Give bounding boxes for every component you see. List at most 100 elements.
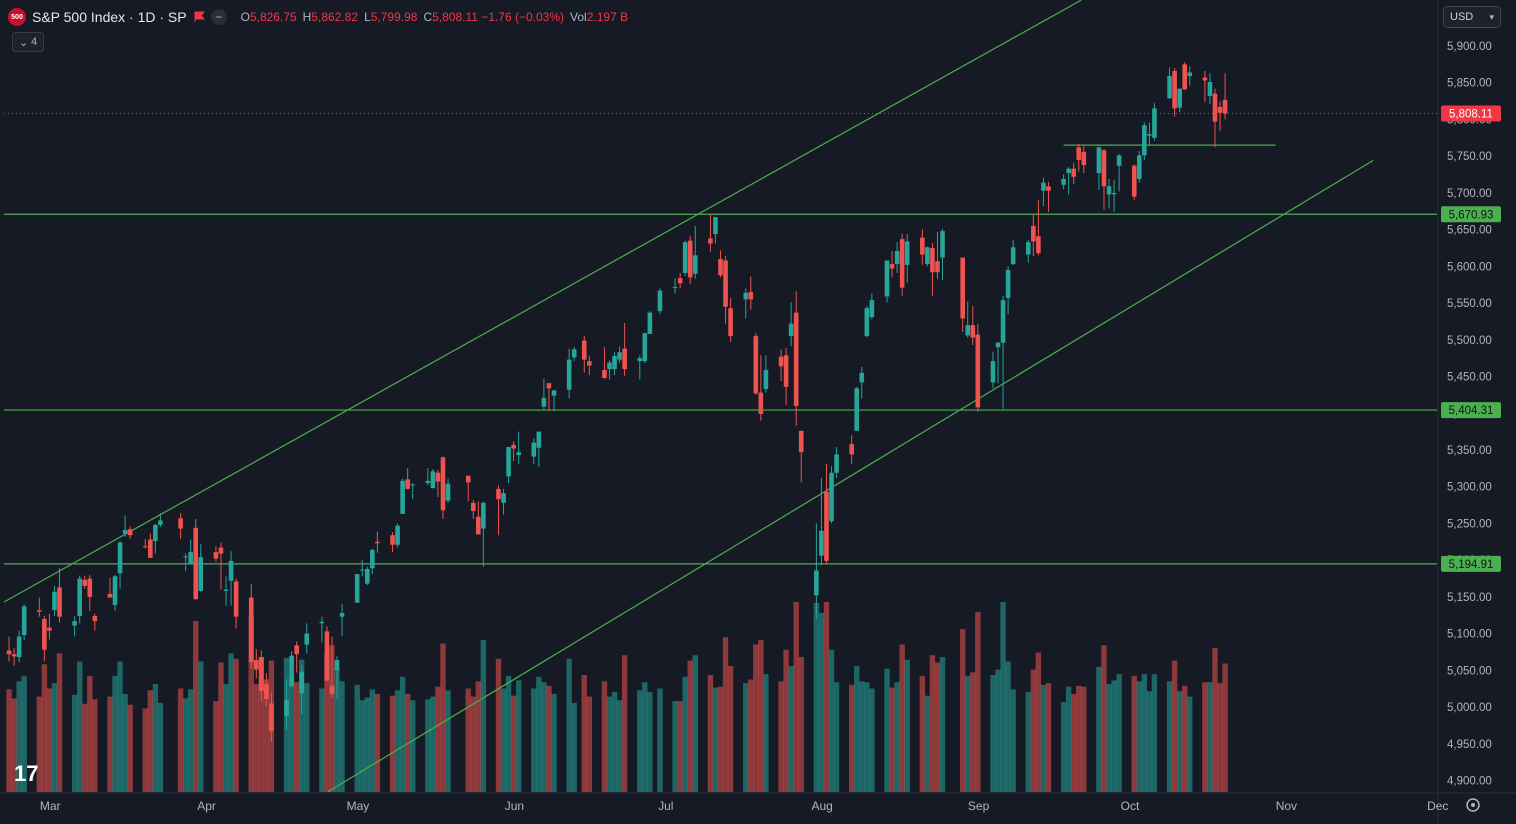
price-axis-label: 5,900.00 xyxy=(1447,41,1492,53)
candle-body xyxy=(435,472,441,482)
candle-body xyxy=(687,240,693,278)
volume-bar xyxy=(1166,681,1173,792)
level-price-tag-bg xyxy=(1441,555,1501,572)
volume-bar xyxy=(470,696,476,792)
candle-body xyxy=(899,239,905,288)
candle-body xyxy=(158,520,163,525)
volume-bar xyxy=(798,657,804,792)
candle-body xyxy=(642,333,648,362)
candle-body xyxy=(47,627,52,631)
candle-body xyxy=(859,372,865,383)
volume-bar xyxy=(248,615,254,792)
volume-bar xyxy=(854,666,860,792)
candle-body xyxy=(920,237,925,255)
candle-body xyxy=(1081,151,1087,165)
candle-body xyxy=(1182,64,1188,90)
volume-bar xyxy=(329,645,335,792)
flag-icon[interactable] xyxy=(193,11,205,23)
volume-bar xyxy=(122,693,128,792)
candle-body xyxy=(127,529,133,536)
tradingview-logo-icon[interactable]: 17 xyxy=(14,761,38,786)
volume-bar xyxy=(823,602,830,792)
volume-bar xyxy=(965,675,971,792)
volume-bar xyxy=(657,688,663,792)
volume-bar xyxy=(566,658,572,792)
price-axis-label: 5,150.00 xyxy=(1447,592,1492,604)
time-axis-label: Jul xyxy=(658,799,673,813)
volume-bar xyxy=(334,667,340,792)
price-tags-layer: 5,808.11 5,670.93 5,404.31 5,194.91 xyxy=(1441,105,1501,572)
volume-bar xyxy=(263,679,270,792)
price-axis-label: 5,600.00 xyxy=(1447,261,1492,273)
candle-body xyxy=(566,359,572,390)
price-axis-label: 5,550.00 xyxy=(1447,298,1492,310)
ohlc-open: 5,826.75 xyxy=(249,10,297,24)
candle-body xyxy=(718,259,723,276)
candle-body xyxy=(743,292,749,300)
volume-bar xyxy=(218,662,224,792)
settings-gear-icon[interactable] xyxy=(1466,798,1480,812)
symbol-title[interactable]: S&P 500 Index · 1D · SP xyxy=(32,9,187,25)
trendline[interactable] xyxy=(3,0,1082,603)
candle-body xyxy=(1187,72,1193,77)
volume-bar xyxy=(16,681,22,792)
volume-bar xyxy=(359,700,365,792)
volume-bar xyxy=(1005,661,1011,792)
volume-bar xyxy=(339,681,345,792)
ohlc-low: 5,799.98 xyxy=(370,10,418,24)
candle-body xyxy=(1142,125,1147,156)
price-axis-label: 5,750.00 xyxy=(1447,151,1492,163)
volume-bar xyxy=(107,696,113,792)
volume-bar xyxy=(510,695,517,792)
candle-body xyxy=(1096,147,1102,174)
volume-bar xyxy=(1025,692,1031,792)
minus-icon[interactable]: − xyxy=(210,9,227,25)
candle-body xyxy=(975,334,981,408)
volume-bar xyxy=(818,612,825,792)
candle-body xyxy=(970,325,976,338)
indicators-toggle-button[interactable]: ⌄ 4 xyxy=(12,32,44,52)
volume-bar xyxy=(440,643,446,792)
candle-body xyxy=(470,502,476,511)
volume-bar xyxy=(581,675,587,792)
trendline[interactable] xyxy=(327,159,1374,793)
volume-bar xyxy=(304,683,310,792)
volume-bar xyxy=(1176,691,1183,792)
volume-bar xyxy=(637,690,643,792)
candle-body xyxy=(788,323,794,337)
level-price-tag: 5,404.31 xyxy=(1449,405,1494,417)
currency-select[interactable]: USD ▾ xyxy=(1443,6,1501,28)
volume-bar xyxy=(177,688,184,792)
candle-body xyxy=(1147,134,1152,136)
volume-bar xyxy=(147,690,154,792)
candle-body xyxy=(269,703,274,732)
candle-body xyxy=(889,264,895,269)
volume-bar xyxy=(1081,686,1087,792)
candle-body xyxy=(329,685,335,694)
volume-bar xyxy=(1071,693,1077,792)
candle-body xyxy=(1031,225,1036,242)
candle-body xyxy=(783,355,789,387)
volume-layer xyxy=(6,602,1228,792)
candle-body xyxy=(501,493,506,503)
volume-bar xyxy=(1212,648,1218,792)
volume-bar xyxy=(1202,682,1208,792)
candle-body xyxy=(551,390,557,396)
volume-bar xyxy=(465,688,471,792)
candle-body xyxy=(536,431,542,448)
volume-bar xyxy=(71,694,78,792)
candle-body xyxy=(1152,108,1157,138)
price-axis-label: 5,100.00 xyxy=(1447,629,1492,641)
volume-bar xyxy=(692,655,698,792)
volume-bar xyxy=(500,688,507,792)
volume-bar xyxy=(299,659,305,792)
volume-bar xyxy=(152,684,159,792)
candle-body xyxy=(894,250,900,265)
candle-body xyxy=(6,650,12,655)
candle-body xyxy=(476,516,481,535)
candle-body xyxy=(1041,182,1046,191)
candle-body xyxy=(148,539,153,558)
candle-body xyxy=(814,570,819,596)
volume-bar xyxy=(753,644,759,792)
